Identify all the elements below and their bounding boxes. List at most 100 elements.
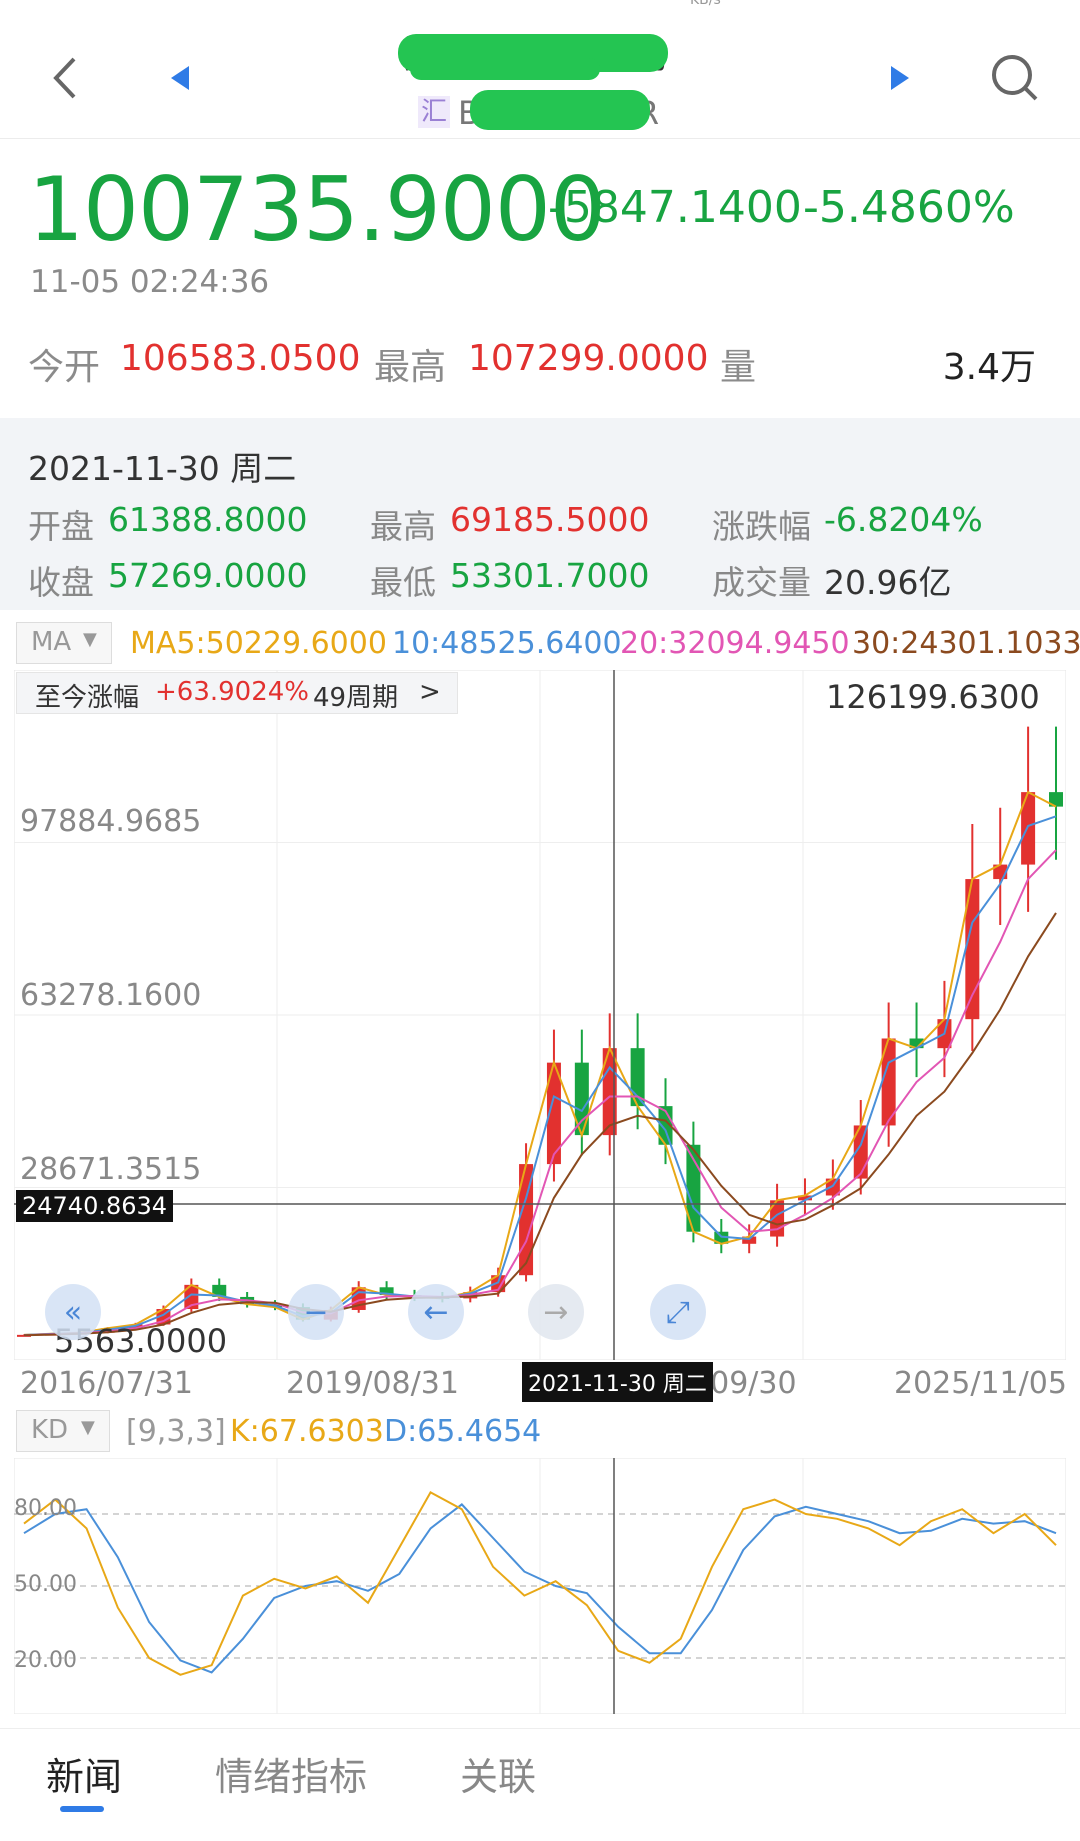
candle-body	[17, 1334, 31, 1337]
kd-d-value: D:65.4654	[384, 1414, 542, 1449]
since-label: 至今涨幅	[35, 683, 140, 713]
back-icon[interactable]	[40, 48, 90, 108]
scroll-to-start-icon[interactable]: «	[45, 1284, 101, 1340]
kd-level-20: 20.00	[14, 1648, 77, 1673]
kd-level-50: 50.00	[14, 1572, 77, 1597]
ma10-value: 10:48525.6400	[392, 626, 622, 661]
tip-date: 2021-11-30 周二	[28, 449, 297, 488]
tip-volume-label: 成交量	[712, 563, 811, 602]
tip-open-value: 61388.8000	[108, 500, 308, 539]
candle-body	[1049, 792, 1063, 807]
chevron-down-icon: ▼	[81, 1417, 95, 1438]
y-label-1: 97884.9685	[20, 804, 202, 839]
status-text: KB/s	[690, 0, 721, 8]
kd-params: [9,3,3]	[126, 1414, 226, 1449]
open-value: 106583.0500	[120, 338, 361, 379]
tip-change-value: -6.8204%	[824, 500, 983, 539]
next-arrow-icon[interactable]	[885, 58, 915, 98]
ma30-value: 30:24301.1033	[852, 626, 1080, 661]
tip-close-label: 收盘	[28, 563, 94, 602]
candle-body	[825, 1178, 840, 1196]
scroll-right-icon[interactable]: →	[528, 1284, 584, 1340]
kd-k-line	[23, 1491, 1057, 1676]
candle-body	[965, 879, 980, 1020]
candle-body	[1021, 792, 1036, 865]
candle-body	[184, 1284, 199, 1310]
tip-volume-value: 20.96亿	[824, 563, 952, 602]
scroll-left-icon[interactable]: ←	[408, 1284, 464, 1340]
since-change-box[interactable]: 至今涨幅 +63.9024% 49周期 >	[16, 672, 458, 714]
tip-open-label: 开盘	[28, 507, 94, 546]
search-icon[interactable]	[985, 48, 1045, 108]
kd-d-line	[23, 1503, 1057, 1674]
price-change: -5847.1400	[548, 182, 802, 233]
tab-sentiment[interactable]: 情绪指标	[215, 1755, 368, 1799]
tip-low-value: 53301.7000	[450, 556, 650, 595]
x-label-2: 2019/08/31	[286, 1366, 459, 1401]
candle-body	[546, 1062, 561, 1165]
kd-chart[interactable]	[14, 1458, 1066, 1714]
ma-line-30	[23, 912, 1057, 1337]
y-label-2: 63278.1600	[20, 978, 202, 1013]
candle-body	[212, 1284, 227, 1297]
y-max-label: 126199.6300	[826, 678, 1040, 716]
bottom-tab-bar	[0, 1728, 1080, 1841]
top-bar: 比 美元 汇 B AR KB/s	[0, 0, 1080, 139]
tab-related[interactable]: 关联	[460, 1755, 537, 1799]
prev-close-label: 昨收	[28, 408, 100, 418]
x-label-3: /09/30	[700, 1366, 797, 1401]
high-value: 107299.0000	[468, 338, 709, 379]
high-label: 最高	[374, 347, 447, 388]
redaction-mark	[470, 90, 650, 130]
tip-change-label: 涨跌幅	[712, 507, 811, 546]
since-periods: 49周期	[313, 683, 399, 713]
fullscreen-icon[interactable]: ⤢	[650, 1284, 706, 1340]
chevron-right-icon: >	[419, 677, 441, 707]
price-change-percent: -5.4860%	[803, 182, 1015, 233]
ma20-value: 20:32094.9450	[620, 626, 850, 661]
candle-body	[714, 1231, 729, 1244]
tip-low-label: 最低	[370, 563, 436, 602]
prev-arrow-icon[interactable]	[165, 58, 195, 98]
indicator-selector-kd[interactable]: KD ▼	[16, 1410, 110, 1452]
quote-row-2-clipped: 昨收 最低 额	[0, 402, 1080, 418]
kd-level-80: 80.00	[14, 1496, 77, 1521]
low-label: 最低	[374, 408, 446, 418]
quote-timestamp: 11-05 02:24:36	[30, 264, 270, 300]
candle-body	[742, 1236, 757, 1244]
zoom-out-icon[interactable]: −	[288, 1284, 344, 1340]
last-price: 100735.9000	[28, 158, 606, 261]
candle-body	[491, 1275, 506, 1293]
candle-body	[909, 1038, 924, 1049]
ma5-value: MA5:50229.6000	[130, 626, 387, 661]
tip-high-value: 69185.5000	[450, 500, 650, 539]
kd-selector-label: KD	[31, 1415, 69, 1445]
since-value: +63.9024%	[155, 677, 310, 707]
subtitle-tag: 汇	[418, 96, 450, 128]
open-label: 今开	[28, 347, 101, 388]
x-label-1: 2016/07/31	[20, 1366, 193, 1401]
cursor-date-label: 2021-11-30 周二	[522, 1362, 713, 1402]
redaction-mark	[410, 58, 600, 80]
ma-line-ma5	[23, 790, 1057, 1336]
y-label-3: 28671.3515	[20, 1152, 202, 1187]
indicator-selector-ma[interactable]: MA ▼	[16, 622, 112, 664]
volume-label: 量	[720, 347, 757, 388]
candle-body	[797, 1195, 812, 1201]
kd-k-value: K:67.6303	[230, 1414, 384, 1449]
crosshair-info-panel: 2021-11-30 周二 开盘 61388.8000 最高 69185.500…	[0, 418, 1080, 610]
candlestick-chart[interactable]	[14, 670, 1066, 1360]
tip-close-value: 57269.0000	[108, 556, 308, 595]
tab-news[interactable]: 新闻	[46, 1755, 123, 1799]
ma-line-10	[23, 815, 1057, 1336]
chevron-down-icon: ▼	[83, 629, 97, 650]
amount-label: 额	[720, 408, 756, 418]
cursor-price-label: 24740.8634	[16, 1190, 174, 1222]
x-label-4: 2025/11/05	[894, 1366, 1067, 1401]
ma-line-20	[23, 849, 1057, 1337]
ma-selector-label: MA	[31, 627, 72, 657]
tip-high-label: 最高	[370, 507, 436, 546]
volume-value: 3.4万	[942, 347, 1036, 388]
candle-body	[379, 1287, 394, 1296]
active-tab-indicator	[60, 1806, 104, 1812]
